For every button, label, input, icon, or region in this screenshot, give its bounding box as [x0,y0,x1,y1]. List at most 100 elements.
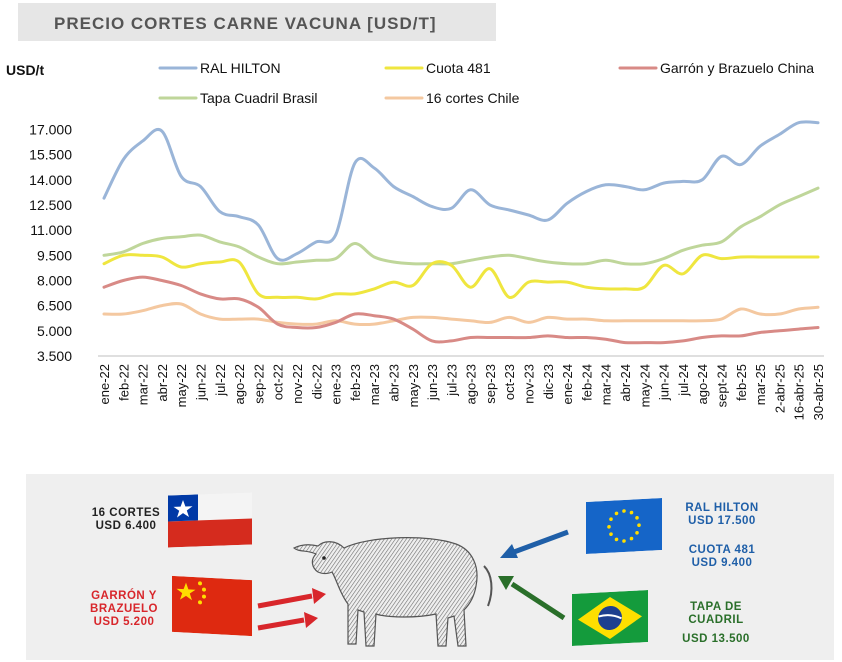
x-tick-label: sept-24 [715,364,730,407]
eu-star-icon [622,539,626,543]
x-tick-label: abr-22 [155,364,170,402]
eu-star-icon [635,516,639,520]
cuota-481-price: USD 9.400 [691,557,753,569]
title-box: PRECIO CORTES CARNE VACUNA [USD/T] [18,3,496,41]
eu-flag-icon [586,498,662,554]
x-tick-label: dic-22 [309,364,324,399]
eu-star-icon [607,524,611,529]
x-tick-label: 30-abr-25 [811,364,826,420]
x-tick-label: feb-22 [116,364,131,401]
line-chart: USD/t 3.500 5.000 6.500 8.000 9.500 11.000 12.5… [6,60,826,420]
x-tick-label: jun-24 [657,364,672,401]
info-panel: 16 CORTES USD 6.400 GARRÓN Y BRAZUELO US… [26,474,834,660]
x-tick-label: nov-23 [522,364,537,404]
x-tick-label: feb-23 [348,364,363,401]
x-tick-label: ago-22 [232,364,247,404]
y-tick-label: 8.000 [37,272,72,288]
arrow-up-left-icon [498,576,514,590]
tapa-label-2: CUADRIL [688,614,744,626]
series-line [102,302,820,327]
arrow-right-icon [312,588,326,604]
x-tick-label: ene-24 [560,364,575,404]
x-tick-label: feb-24 [579,364,594,401]
brazil-info: TAPA DE CUADRIL USD 13.500 [666,601,766,646]
ral-hilton-label: RAL HILTON [685,502,759,514]
eu-star-icon [635,531,639,535]
x-tick-label: oct-23 [502,364,517,400]
y-tick-label: 6.500 [37,298,72,314]
eu-star-icon [629,510,634,515]
chart-title: PRECIO CORTES CARNE VACUNA [USD/T] [54,14,437,33]
x-tick-label: ago-24 [695,364,710,404]
arrow-right-icon [304,612,318,628]
eu-star-icon [614,511,619,516]
x-tick-label: sep-23 [483,364,498,404]
x-tick-label: mar-23 [367,364,382,405]
legend-label: Garrón y Brazuelo China [660,60,814,76]
y-tick-label: 17.000 [29,121,72,137]
x-tick-label: jul-24 [676,364,691,397]
y-tick-label: 11.000 [30,222,72,238]
x-tick-label: may-22 [174,364,189,407]
china-price: USD 5.200 [93,616,155,628]
cuota-481-label: CUOTA 481 [688,544,756,556]
eu-info: RAL HILTON USD 17.500 CUOTA 481 USD 9.40… [672,502,772,570]
x-tick-label: sep-22 [251,364,266,404]
tapa-label-1: TAPA DE [690,601,742,613]
series-line [102,275,820,345]
tapa-price: USD 13.500 [682,633,750,645]
y-tick-label: 15.500 [29,147,72,163]
x-tick-label: ene-22 [97,364,112,404]
x-tick-label: mar-25 [753,364,768,405]
green-arrow [498,576,566,621]
x-tick-label: abr-24 [618,364,633,402]
x-tick-label: oct-22 [271,364,286,400]
eu-star-icon [614,537,619,542]
series-line [102,186,820,266]
china-flag-icon [172,575,252,637]
red-arrows [257,588,326,631]
legend-label: 16 cortes Chile [426,90,520,106]
legend-label: RAL HILTON [200,60,281,76]
y-tick-label: 3.500 [37,348,72,364]
china-label-1: GARRÓN Y [91,590,157,602]
x-tick-label: dic-23 [541,364,556,399]
brazil-flag-icon [572,590,648,646]
x-tick-label: ago-23 [464,364,479,404]
chile-info: 16 CORTES USD 6.400 [80,507,172,533]
legend-label: Cuota 481 [426,60,491,76]
x-tick-label: 2-abr-25 [772,364,787,413]
x-tick-label: 16-abr-25 [792,364,807,420]
blue-arrow [500,529,569,558]
x-tick-label: may-24 [637,364,652,407]
x-tick-label: mar-22 [136,364,151,405]
x-tick-label: jun-22 [193,364,208,401]
china-label-2: BRAZUELO [90,603,158,615]
y-tick-label: 14.000 [29,172,72,188]
cow-icon [292,537,493,647]
eu-star-icon [637,523,641,528]
china-info: GARRÓN Y BRAZUELO USD 5.200 [74,590,174,629]
x-tick-label: feb-25 [734,364,749,401]
x-tick-label: may-23 [406,364,421,407]
series-line [102,120,820,262]
legend-label: Tapa Cuadril Brasil [200,90,318,106]
x-tick-label: mar-24 [599,364,614,405]
x-tick-label: jun-23 [425,364,440,401]
series-line [102,253,820,301]
eu-star-icon [609,517,613,521]
eu-star-icon [609,532,613,536]
x-tick-label: jul-22 [213,364,228,397]
x-tick-label: jul-23 [444,364,459,397]
chile-label: 16 CORTES [91,507,161,519]
chile-price: USD 6.400 [95,520,157,532]
y-tick-label: 9.500 [37,247,72,263]
eu-star-icon [629,536,634,541]
arrow-left-icon [500,544,518,558]
y-tick-label: 12.500 [29,197,72,213]
y-tick-label: 5.000 [37,323,72,339]
ral-hilton-price: USD 17.500 [688,515,756,527]
x-tick-label: ene-23 [329,364,344,404]
chile-flag-icon [168,492,252,548]
y-axis-label: USD/t [6,62,44,78]
